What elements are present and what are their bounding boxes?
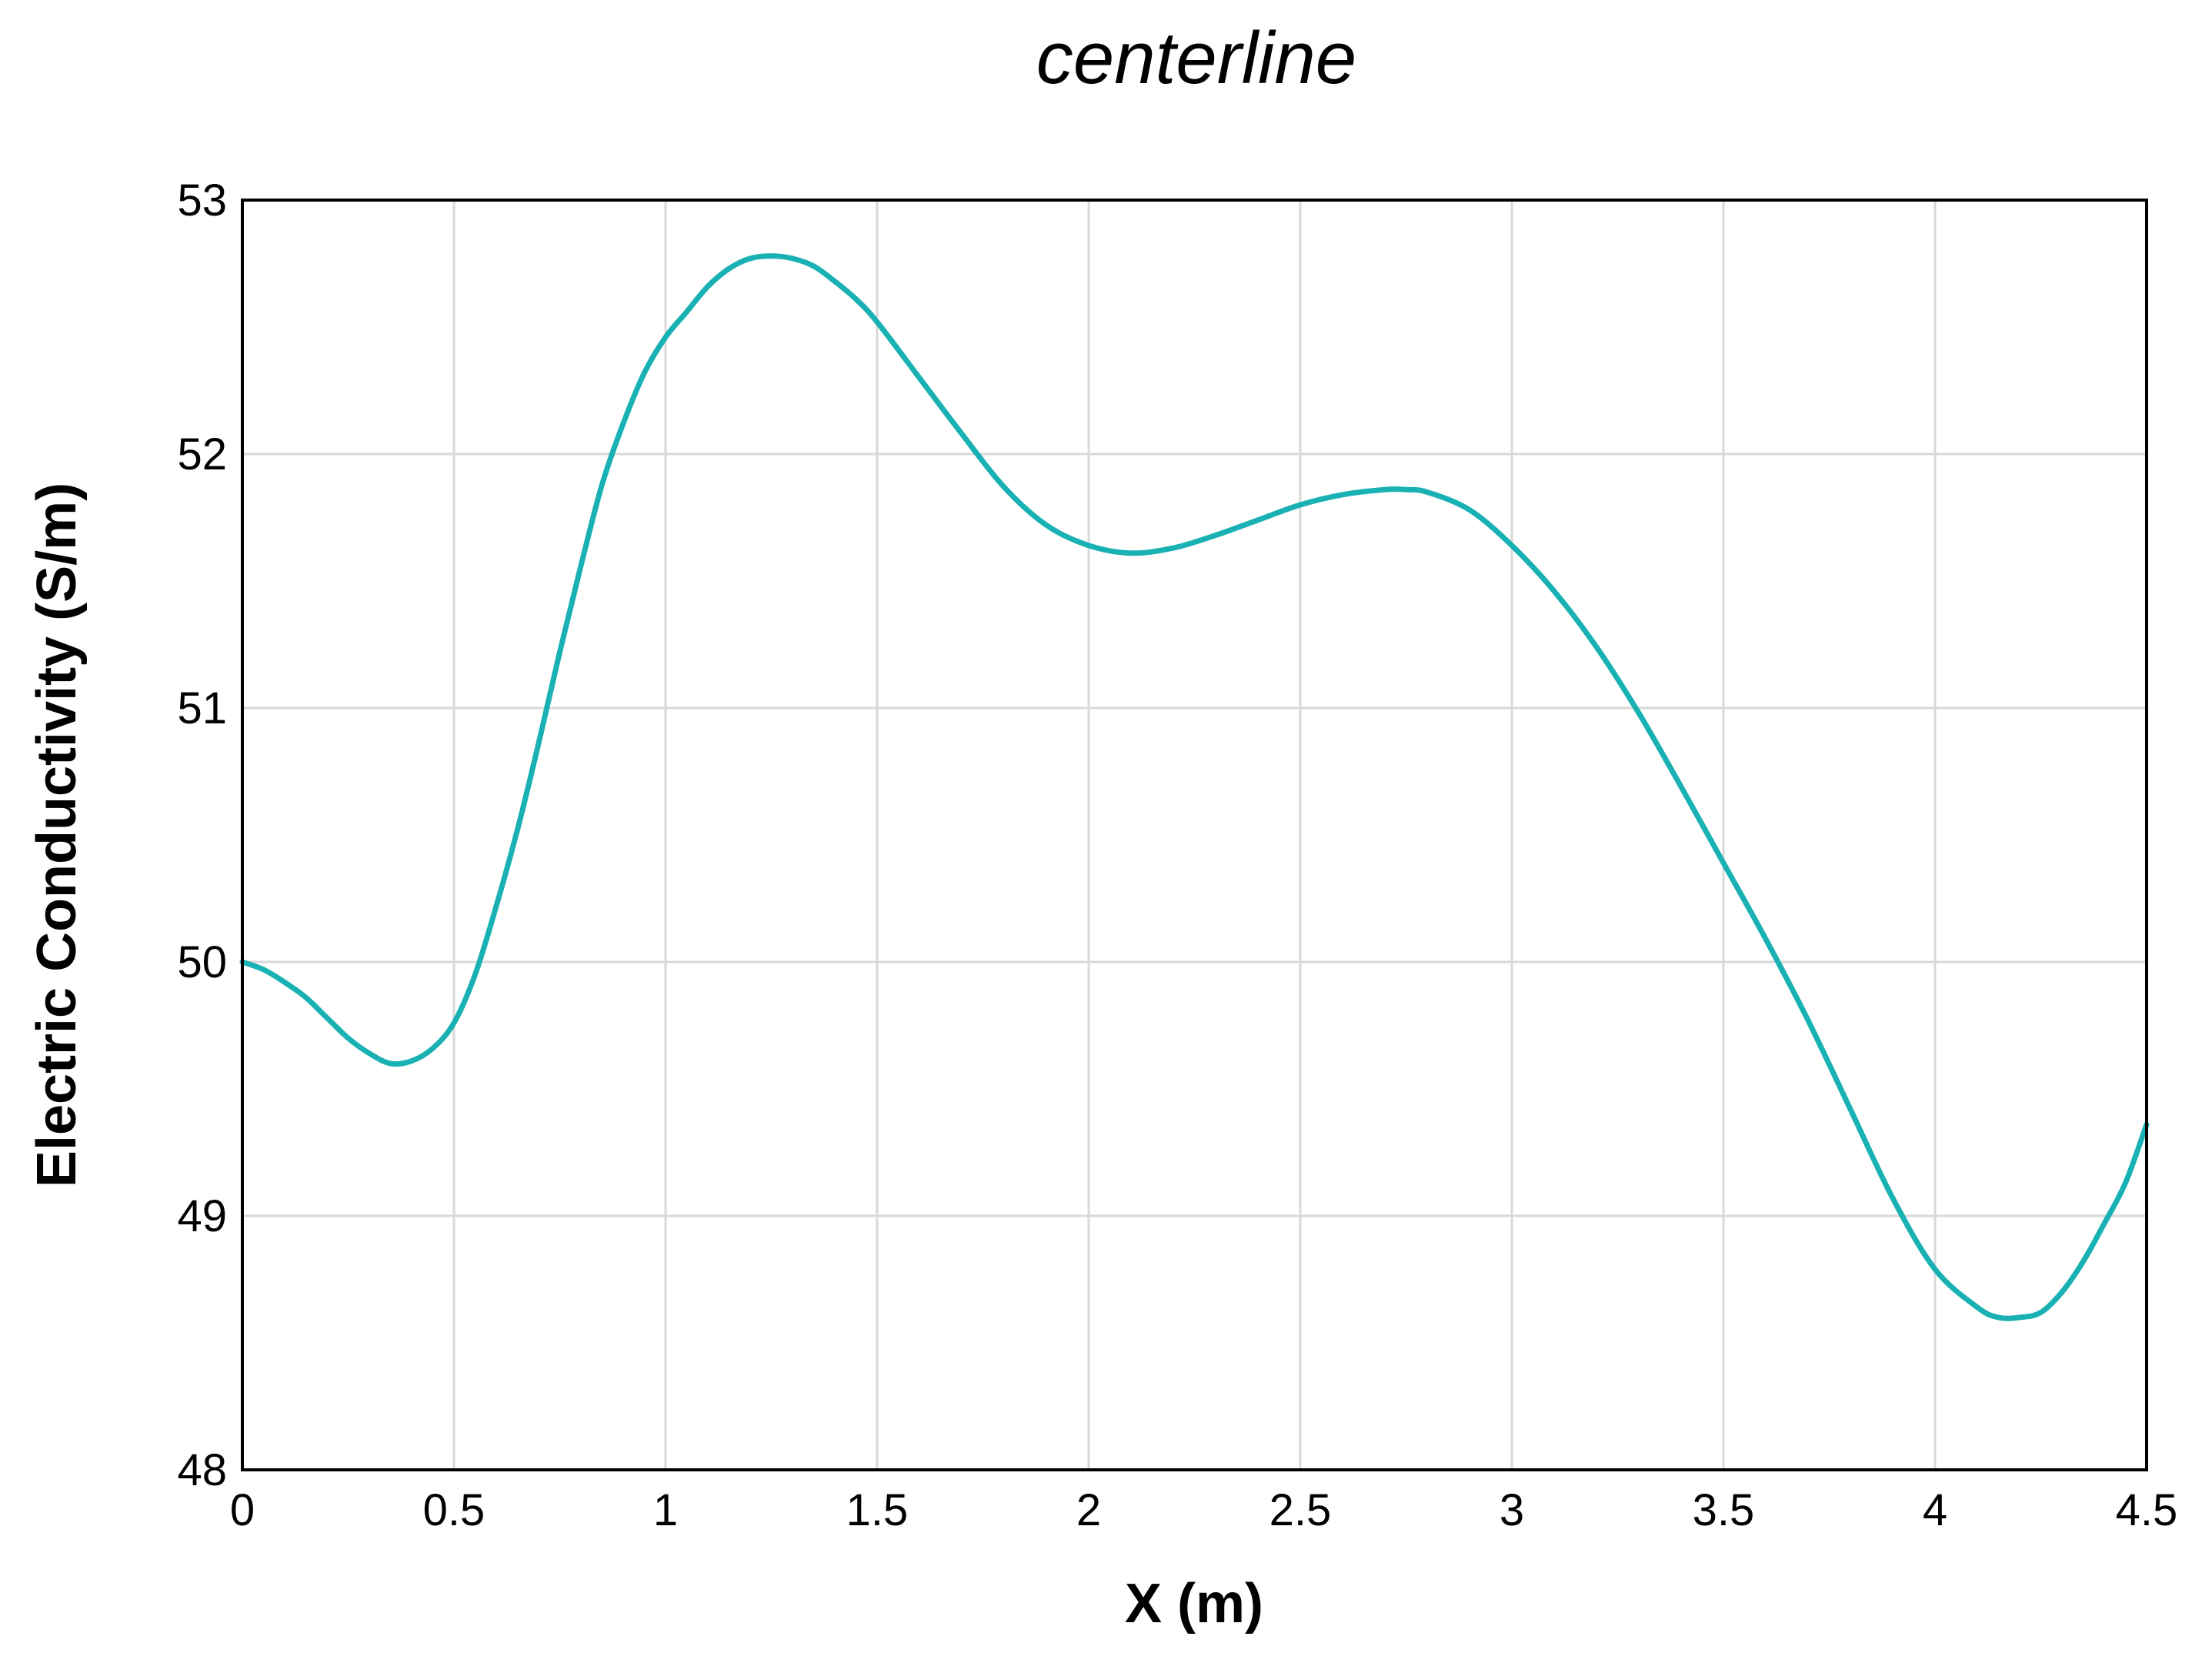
conductivity-series-line	[239, 253, 2150, 1321]
x-tick-label: 2.5	[1269, 1485, 1332, 1535]
series-layer	[239, 253, 2150, 1321]
x-tick-label: 1.5	[846, 1485, 909, 1535]
chart-title: centerline	[1036, 17, 1356, 99]
x-tick-label: 0.5	[423, 1485, 485, 1535]
y-tick-label: 50	[177, 937, 227, 987]
x-tick-label: 4	[1923, 1485, 1947, 1535]
x-tick-label: 0	[230, 1485, 255, 1535]
y-tick-label: 52	[177, 429, 227, 479]
y-axis-ticks: 48 49 50 51 52 53	[177, 175, 227, 1495]
y-tick-label: 53	[177, 175, 227, 225]
x-tick-label: 1	[653, 1485, 678, 1535]
x-tick-label: 3.5	[1693, 1485, 1755, 1535]
grid	[242, 200, 2147, 1470]
y-tick-label: 51	[177, 683, 227, 733]
plot-frame	[241, 199, 2148, 1471]
y-tick-label: 48	[177, 1445, 227, 1495]
x-axis-title: X (m)	[1125, 1573, 1263, 1635]
x-axis-ticks: 0 0.5 1 1.5 2 2.5 3 3.5 4 4.5	[230, 1485, 2177, 1535]
y-axis-title: Electric Conductivity (S/m)	[26, 483, 88, 1187]
y-tick-label: 49	[177, 1191, 227, 1241]
x-tick-label: 2	[1076, 1485, 1101, 1535]
x-tick-label: 4.5	[2116, 1485, 2178, 1535]
x-tick-label: 3	[1500, 1485, 1524, 1535]
